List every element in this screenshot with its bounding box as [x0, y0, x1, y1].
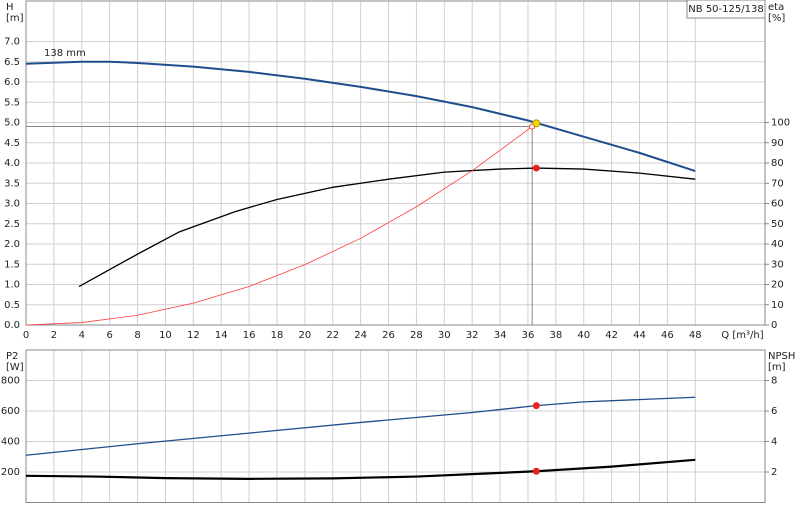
- y2-tick-label: 0: [771, 320, 777, 331]
- y-tick-label: 600: [1, 406, 20, 417]
- y2-axis-label: eta: [768, 2, 784, 13]
- x-tick-label: 34: [494, 330, 507, 341]
- y2-tick-label: 10: [771, 300, 784, 311]
- y-tick-label: 5.5: [4, 97, 20, 108]
- y2-axis-unit: [%]: [768, 13, 785, 24]
- x-tick-label: 24: [354, 330, 367, 341]
- x-tick-label: 26: [382, 330, 395, 341]
- plot-frame: [25, 0, 766, 326]
- y2-tick-label: 4: [771, 437, 777, 448]
- series-line: [25, 458, 696, 480]
- y-tick-label: 200: [1, 467, 20, 478]
- y2-axis-unit: [m]: [768, 362, 786, 373]
- x-tick-label: 30: [438, 330, 451, 341]
- x-axis-label: Q [m³/h]: [721, 330, 763, 341]
- marker: [532, 119, 541, 128]
- title-box: [686, 0, 766, 19]
- y2-tick-label: 40: [771, 239, 784, 250]
- x-tick-label: 16: [243, 330, 256, 341]
- y2-tick-label: 60: [771, 199, 784, 210]
- x-tick-label: 18: [271, 330, 284, 341]
- y2-tick-label: 70: [771, 178, 784, 189]
- series-line: [25, 60, 696, 173]
- plot-frame: [25, 349, 766, 503]
- y-tick-label: 5.0: [4, 118, 20, 129]
- y-tick-label: 4.5: [4, 138, 20, 149]
- x-tick-label: 0: [23, 330, 29, 341]
- x-tick-label: 36: [522, 330, 535, 341]
- y2-tick-label: 2: [771, 467, 777, 478]
- x-tick-label: 14: [215, 330, 228, 341]
- series-label: 138 mm: [44, 48, 86, 59]
- y-tick-label: 3.5: [4, 178, 20, 189]
- y-tick-label: 6.0: [4, 77, 20, 88]
- y-axis-unit: [W]: [6, 362, 24, 373]
- y2-tick-label: 6: [771, 406, 777, 417]
- y2-tick-label: 20: [771, 280, 784, 291]
- y2-tick-label: 50: [771, 219, 784, 230]
- x-tick-label: 44: [633, 330, 646, 341]
- x-tick-label: 22: [326, 330, 339, 341]
- y2-tick-label: 100: [771, 118, 790, 129]
- y-tick-label: 0.5: [4, 300, 20, 311]
- x-tick-label: 42: [605, 330, 618, 341]
- x-tick-label: 46: [661, 330, 674, 341]
- y-axis-label: P2: [6, 351, 18, 362]
- y2-tick-label: 30: [771, 259, 784, 270]
- y-axis-label: H: [6, 2, 14, 13]
- y2-tick-label: 80: [771, 158, 784, 169]
- y-tick-label: 6.5: [4, 57, 20, 68]
- marker: [532, 402, 540, 410]
- y2-tick-label: 8: [771, 376, 777, 387]
- x-tick-label: 8: [134, 330, 140, 341]
- y-tick-label: 2.0: [4, 239, 20, 250]
- x-tick-label: 12: [187, 330, 200, 341]
- y-tick-label: 1.0: [4, 280, 20, 291]
- marker: [532, 164, 540, 172]
- y-tick-label: 7.0: [4, 37, 20, 48]
- x-tick-label: 2: [51, 330, 57, 341]
- series-line: [25, 396, 696, 456]
- y-tick-label: 1.5: [4, 259, 20, 270]
- x-tick-label: 28: [410, 330, 423, 341]
- x-tick-label: 6: [106, 330, 112, 341]
- x-tick-label: 4: [79, 330, 85, 341]
- x-tick-label: 20: [299, 330, 312, 341]
- y2-axis-label: NPSH: [768, 351, 795, 362]
- y-tick-label: 3.0: [4, 199, 20, 210]
- x-tick-label: 10: [159, 330, 172, 341]
- y-axis-unit: [m]: [6, 13, 24, 24]
- y-tick-label: 4.0: [4, 158, 20, 169]
- y2-tick-label: 90: [771, 138, 784, 149]
- x-tick-label: 40: [577, 330, 590, 341]
- chart-title: NB 50-125/138: [688, 4, 763, 15]
- y-tick-label: 400: [1, 437, 20, 448]
- x-tick-label: 48: [689, 330, 702, 341]
- x-tick-label: 32: [466, 330, 479, 341]
- marker: [532, 467, 540, 475]
- y-tick-label: 800: [1, 376, 20, 387]
- series-line: [25, 126, 533, 326]
- y-tick-label: 2.5: [4, 219, 20, 230]
- series-line: [78, 167, 696, 288]
- y-tick-label: 0.0: [4, 320, 20, 331]
- x-tick-label: 38: [549, 330, 562, 341]
